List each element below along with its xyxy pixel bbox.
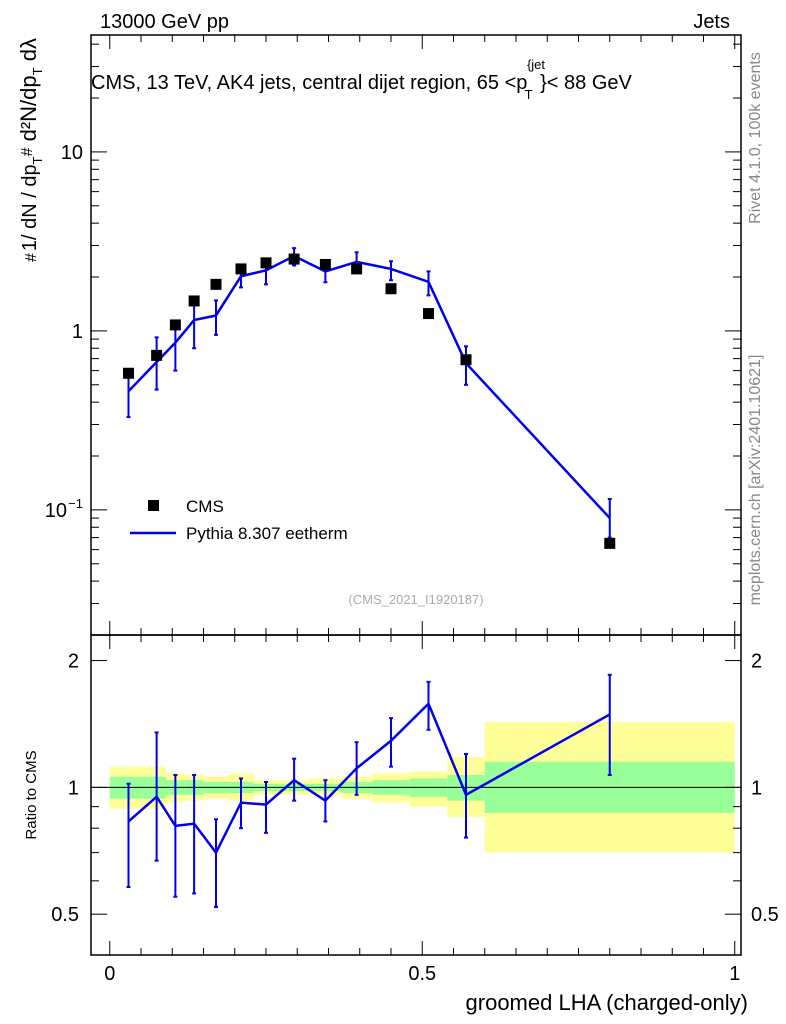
mc-line: [127, 254, 611, 519]
chart-title: CMS, 13 TeV, AK4 jets, central dijet reg…: [91, 52, 633, 104]
data-point: [423, 308, 434, 320]
data-point: [188, 295, 200, 307]
legend-label-cms: CMS: [186, 497, 224, 516]
ratio-y-tick-label: 2: [68, 651, 79, 673]
ratio-plot: 0 0.5 1 0.5 0.5 1 1 2 2: [51, 634, 779, 985]
data-point: [210, 278, 222, 290]
x-tick-label: 1: [729, 963, 740, 985]
data-point: [319, 258, 331, 270]
data-point: [151, 349, 163, 361]
category-label: Jets: [693, 11, 730, 33]
data-point: [169, 319, 181, 331]
x-tick-label: 0: [104, 963, 115, 985]
data-point: [460, 354, 472, 366]
chart-title-sup: {jet: [527, 57, 545, 72]
ratio-y-tick-label: 0.5: [51, 904, 79, 926]
data-point: [123, 367, 134, 379]
main-plot-frame: [90, 34, 742, 636]
rivet-label: Rivet 4.1.0, 100k events: [747, 52, 764, 224]
data-point: [604, 537, 616, 549]
legend-marker-cms: [148, 500, 159, 511]
chart-title-prefix: CMS, 13 TeV, AK4 jets, central dijet reg…: [91, 72, 527, 94]
ratio-line: [127, 701, 611, 855]
y-axis-label: #1/ dN / dpT# d²N/dpT dλ: [16, 38, 45, 262]
y-tick-label-exponent: −1: [68, 496, 83, 511]
data-point: [351, 263, 363, 275]
ratio-y-tick-label-right: 0.5: [751, 904, 779, 926]
x-tick-label: 0.5: [408, 963, 436, 985]
beam-label: 13000 GeV pp: [100, 11, 229, 33]
ratio-y-label: Ratio to CMS: [23, 750, 40, 839]
analysis-ref: (CMS_2021_I1920187): [348, 592, 483, 607]
chart-title-suffix: }< 88 GeV: [540, 72, 632, 94]
svg-text:#1/ dN / dpT# d²N/dpT dλ: #1/ dN / dpT# d²N/dpT dλ: [16, 38, 45, 262]
chart-title-sub: T: [525, 87, 533, 102]
y-tick-label: 10: [61, 142, 83, 164]
data-point: [260, 257, 272, 269]
ratio-y-tick-label: 1: [68, 777, 79, 799]
mcplots-label: mcplots.cern.ch [arXiv:2401.10621]: [747, 355, 764, 606]
y-tick-label: 10: [45, 500, 67, 522]
ratio-y-tick-label-right: 2: [751, 651, 762, 673]
x-axis-label: groomed LHA (charged-only): [466, 990, 748, 1015]
legend-label-pythia: Pythia 8.307 eetherm: [186, 524, 348, 543]
data-point: [385, 283, 397, 295]
y-tick-label: 1: [72, 321, 83, 343]
ratio-plot-frame: [90, 634, 742, 956]
data-point: [235, 263, 247, 275]
ratio-y-tick-label-right: 1: [751, 777, 762, 799]
legend: CMS Pythia 8.307 eetherm: [130, 497, 348, 543]
data-point: [288, 253, 300, 265]
